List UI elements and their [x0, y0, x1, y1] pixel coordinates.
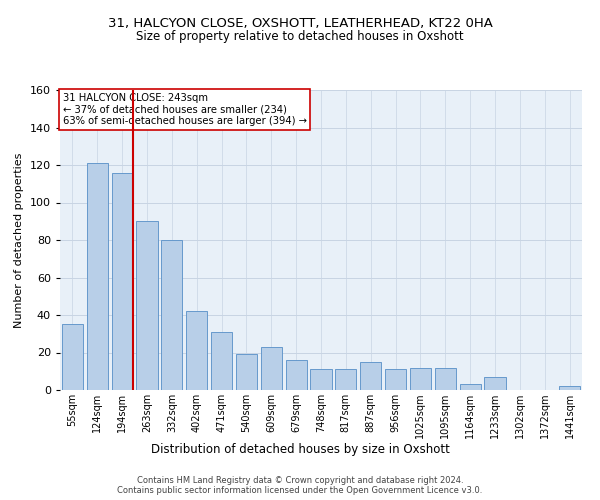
Bar [186, 311, 207, 390]
Bar [211, 332, 232, 390]
Bar [236, 354, 257, 390]
Bar [484, 377, 506, 390]
Bar [335, 370, 356, 390]
Bar [460, 384, 481, 390]
Text: Contains HM Land Registry data © Crown copyright and database right 2024.: Contains HM Land Registry data © Crown c… [137, 476, 463, 485]
Text: Contains public sector information licensed under the Open Government Licence v3: Contains public sector information licen… [118, 486, 482, 495]
Bar [261, 347, 282, 390]
Bar [310, 370, 332, 390]
Text: 31, HALCYON CLOSE, OXSHOTT, LEATHERHEAD, KT22 0HA: 31, HALCYON CLOSE, OXSHOTT, LEATHERHEAD,… [107, 18, 493, 30]
Y-axis label: Number of detached properties: Number of detached properties [14, 152, 24, 328]
Bar [136, 221, 158, 390]
Bar [286, 360, 307, 390]
Bar [385, 370, 406, 390]
Bar [87, 163, 108, 390]
Bar [559, 386, 580, 390]
Text: Size of property relative to detached houses in Oxshott: Size of property relative to detached ho… [136, 30, 464, 43]
Bar [62, 324, 83, 390]
Text: 31 HALCYON CLOSE: 243sqm
← 37% of detached houses are smaller (234)
63% of semi-: 31 HALCYON CLOSE: 243sqm ← 37% of detach… [62, 93, 307, 126]
Bar [410, 368, 431, 390]
Bar [435, 368, 456, 390]
Text: Distribution of detached houses by size in Oxshott: Distribution of detached houses by size … [151, 442, 449, 456]
Bar [161, 240, 182, 390]
Bar [112, 172, 133, 390]
Bar [360, 362, 381, 390]
